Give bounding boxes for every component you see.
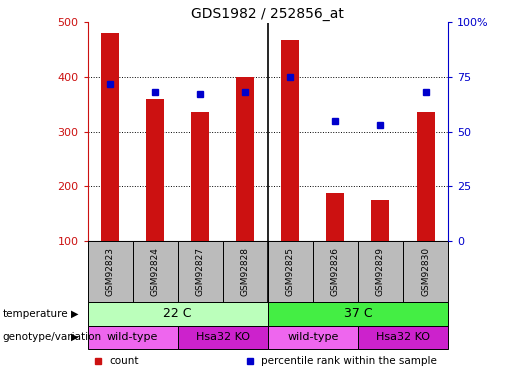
Text: temperature: temperature	[3, 309, 68, 319]
Text: GSM92826: GSM92826	[331, 247, 340, 296]
Text: GSM92827: GSM92827	[196, 247, 204, 296]
Text: GSM92828: GSM92828	[241, 247, 250, 296]
Text: GSM92824: GSM92824	[151, 247, 160, 296]
Text: 37 C: 37 C	[344, 308, 372, 321]
Text: 22 C: 22 C	[163, 308, 192, 321]
Title: GDS1982 / 252856_at: GDS1982 / 252856_at	[192, 8, 344, 21]
Bar	[281, 40, 299, 240]
Bar	[133, 240, 178, 302]
Bar	[358, 240, 403, 302]
Bar	[88, 326, 178, 349]
Bar	[268, 240, 313, 302]
Text: GSM92830: GSM92830	[421, 247, 430, 296]
Bar	[191, 112, 209, 240]
Text: Hsa32 KO: Hsa32 KO	[376, 332, 430, 342]
Bar	[236, 77, 254, 240]
Text: GSM92829: GSM92829	[376, 247, 385, 296]
Bar	[178, 326, 268, 349]
Bar	[88, 302, 268, 326]
Text: percentile rank within the sample: percentile rank within the sample	[261, 356, 437, 366]
Text: GSM92823: GSM92823	[106, 247, 114, 296]
Text: wild-type: wild-type	[287, 332, 338, 342]
Bar	[88, 240, 133, 302]
Bar	[417, 112, 435, 240]
Text: ▶: ▶	[71, 309, 78, 319]
Bar	[101, 33, 119, 240]
Bar	[178, 240, 222, 302]
Text: Hsa32 KO: Hsa32 KO	[196, 332, 250, 342]
Bar	[146, 99, 164, 240]
Bar	[371, 200, 389, 240]
Text: ▶: ▶	[71, 332, 78, 342]
Bar	[327, 193, 345, 240]
Text: GSM92825: GSM92825	[286, 247, 295, 296]
Text: wild-type: wild-type	[107, 332, 158, 342]
Bar	[358, 326, 448, 349]
Bar	[313, 240, 358, 302]
Text: count: count	[109, 356, 139, 366]
Bar	[268, 326, 358, 349]
Bar	[403, 240, 448, 302]
Text: genotype/variation: genotype/variation	[3, 332, 101, 342]
Bar	[222, 240, 268, 302]
Bar	[268, 302, 448, 326]
